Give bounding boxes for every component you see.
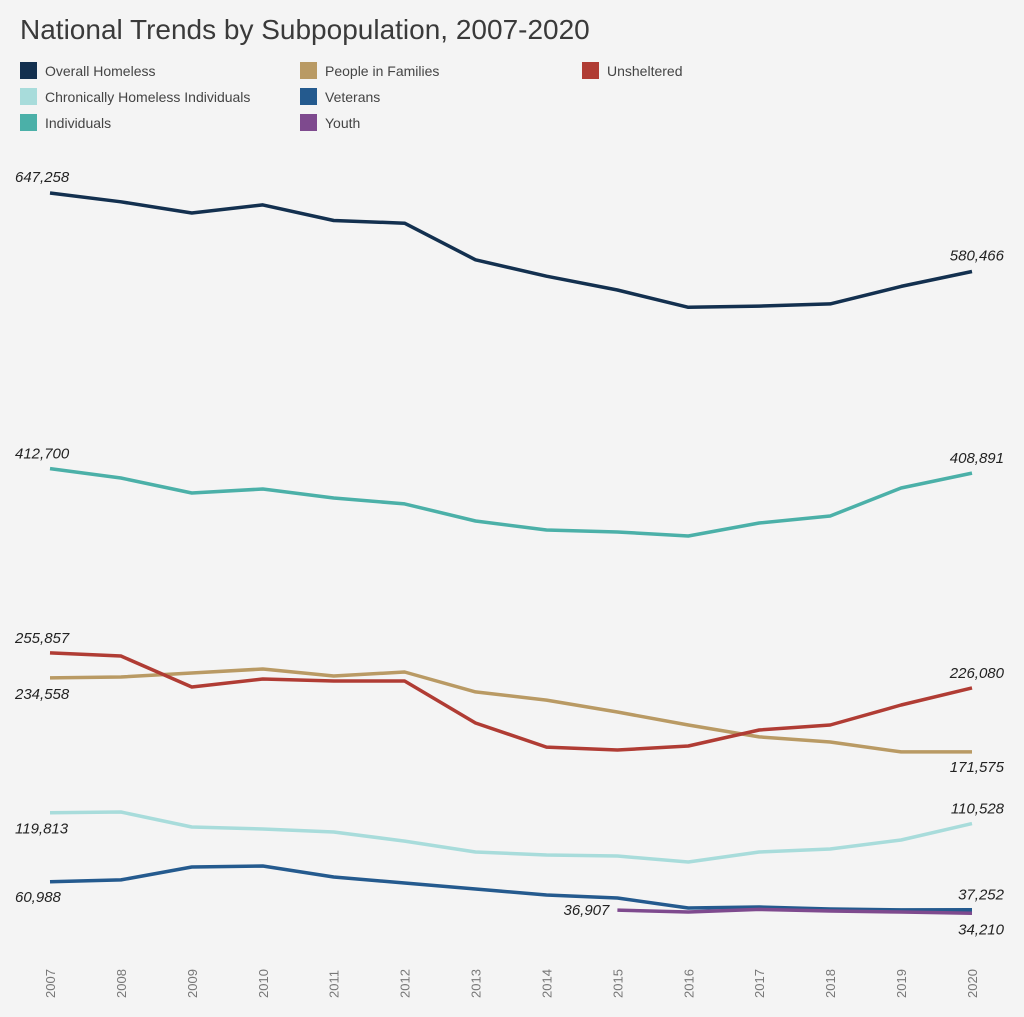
x-tick-label: 2013 [469,969,484,998]
data-label: 408,891 [950,450,1004,467]
legend-label: Veterans [325,88,381,105]
x-tick-label: 2019 [894,969,909,998]
legend-label: People in Families [325,62,440,79]
data-label: 110,528 [951,801,1005,818]
legend-item: People in Families [300,62,439,79]
series-line-overall-homeless [49,191,973,310]
legend-label: Unsheltered [607,62,683,79]
data-label: 119,813 [15,821,69,838]
legend-swatch [300,114,317,131]
x-tick-label: 2012 [398,969,413,998]
series-line-veterans [49,864,973,912]
legend-item: Youth [300,114,360,131]
series-line-unsheltered [49,651,973,752]
series-line-people-in-families [49,667,972,754]
legend-item: Chronically Homeless Individuals [20,88,250,105]
legend-label: Overall Homeless [45,62,156,79]
legend-swatch [300,88,317,105]
data-label: 412,700 [15,446,70,463]
data-label: 226,080 [949,665,1005,682]
data-label: 37,252 [958,887,1005,904]
data-label: 34,210 [958,921,1005,938]
legend-swatch [20,114,37,131]
legend-label: Youth [325,114,361,131]
x-tick-label: 2014 [539,969,554,998]
legend-swatch [582,62,599,79]
x-tick-label: 2007 [43,969,58,998]
x-tick-label: 2009 [185,969,200,998]
legend-label: Individuals [45,114,112,131]
chart-title: National Trends by Subpopulation, 2007-2… [20,14,590,45]
x-tick-label: 2011 [327,970,342,998]
legend-item: Overall Homeless [20,62,155,79]
data-label: 580,466 [950,247,1005,264]
x-tick-label: 2018 [823,969,838,998]
legend-swatch [300,62,317,79]
data-label: 60,988 [15,889,62,906]
x-tick-label: 2015 [610,969,625,998]
x-tick-label: 2016 [681,969,696,998]
data-label: 255,857 [14,630,70,647]
data-label: 647,258 [15,169,70,186]
series-line-chronically-homeless-individuals [49,810,973,864]
data-label: 234,558 [14,686,70,703]
x-tick-label: 2020 [965,969,980,998]
data-label: 171,575 [950,759,1005,776]
data-label: 36,907 [563,902,610,919]
x-tick-label: 2008 [114,969,129,998]
legend-item: Unsheltered [582,62,683,79]
series-line-individuals [49,466,973,538]
x-tick-label: 2017 [752,969,767,998]
series-line-youth [617,907,973,916]
legend: Overall Homeless Chronically Homeless Ind… [20,62,740,142]
legend-swatch [20,62,37,79]
legend-label: Chronically Homeless Individuals [45,88,251,105]
legend-item: Veterans [300,88,380,105]
x-tick-label: 2010 [256,969,271,998]
legend-item: Individuals [20,114,111,131]
legend-swatch [20,88,37,105]
